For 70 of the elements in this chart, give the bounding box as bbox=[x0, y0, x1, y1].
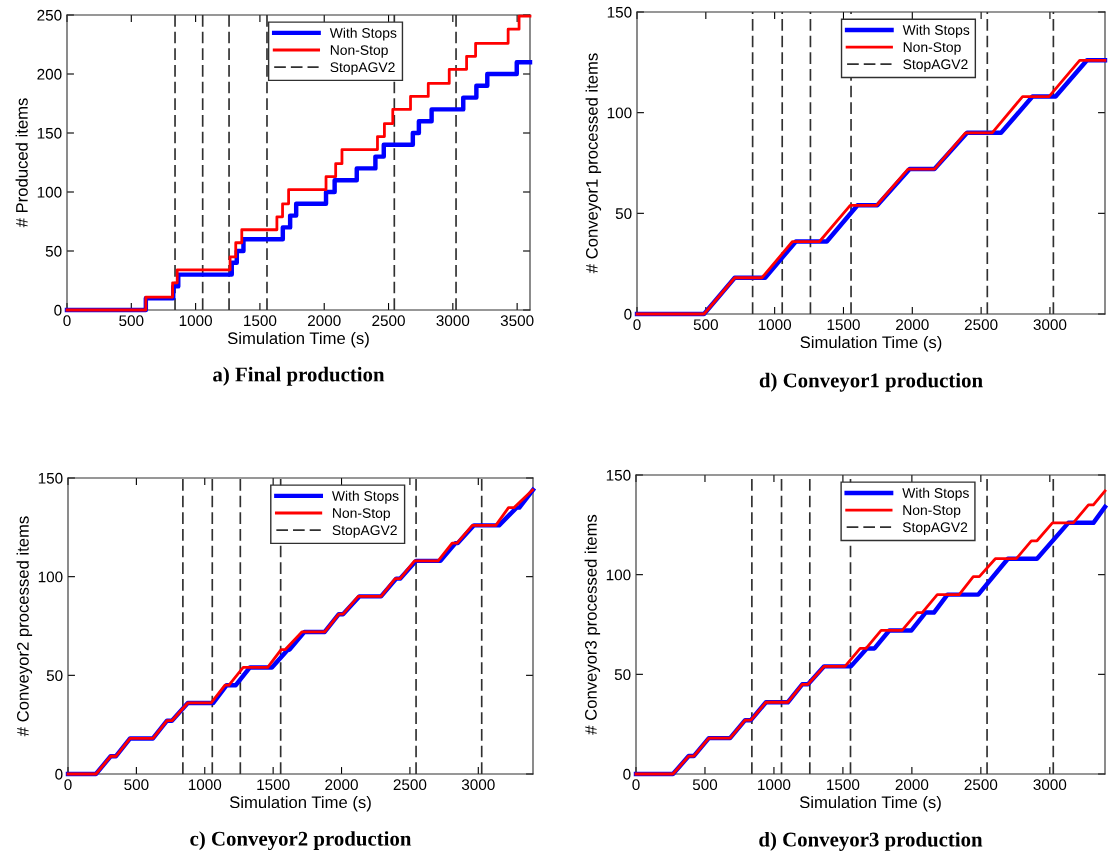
text: c) Conveyor2 production bbox=[190, 831, 412, 851]
x-axis-title: Simulation Time (s) bbox=[227, 331, 369, 348]
y-tick-label: 100 bbox=[607, 107, 632, 119]
text: a) Final production bbox=[213, 366, 385, 386]
x-tick-label: 2000 bbox=[308, 315, 341, 327]
x-tick-label: 500 bbox=[124, 779, 149, 791]
legend-label: StopAGV2 bbox=[903, 59, 968, 72]
y-tick-label: 0 bbox=[623, 768, 631, 780]
x-tick-label: 2500 bbox=[964, 779, 998, 791]
x-tick-label: 3500 bbox=[500, 315, 534, 327]
x-axis-title: Simulation Time (s) bbox=[229, 795, 371, 812]
legend-label: Non-Stop bbox=[903, 42, 961, 55]
x-tick-label: 500 bbox=[693, 319, 718, 331]
x-tick-label: 500 bbox=[692, 779, 718, 791]
text: d) Conveyor1 production bbox=[759, 372, 983, 392]
legend-label: StopAGV2 bbox=[330, 62, 395, 75]
x-tick-label: 3000 bbox=[1033, 319, 1067, 331]
x-tick-label: 0 bbox=[632, 779, 640, 791]
y-tick-label: 150 bbox=[37, 127, 62, 139]
legend-label: Non-Stop bbox=[903, 505, 961, 518]
x-tick-label: 2000 bbox=[895, 779, 929, 791]
y-tick-label: 50 bbox=[45, 245, 62, 257]
legend-label: Non-Stop bbox=[330, 45, 388, 58]
x-tick-label: 1000 bbox=[758, 319, 792, 331]
y-tick-label: 100 bbox=[37, 186, 62, 198]
y-axis-title: # Conveyor1 processed items bbox=[585, 53, 602, 274]
y-tick-label: 100 bbox=[606, 569, 631, 581]
y-tick-label: 150 bbox=[38, 472, 63, 484]
legend-label: With Stops bbox=[331, 490, 399, 504]
x-tick-label: 2500 bbox=[372, 315, 405, 327]
x-tick-label: 1500 bbox=[827, 319, 860, 331]
y-tick-label: 0 bbox=[55, 768, 63, 780]
x-tick-label: 1000 bbox=[179, 315, 213, 327]
x-tick-label: 2000 bbox=[325, 779, 358, 791]
y-tick-label: 100 bbox=[38, 571, 63, 583]
x-tick-label: 2000 bbox=[896, 319, 929, 331]
x-tick-label: 1500 bbox=[244, 315, 277, 327]
x-axis-title: Simulation Time (s) bbox=[800, 335, 942, 352]
x-axis-title: Simulation Time (s) bbox=[799, 795, 941, 812]
x-tick-label: 0 bbox=[63, 315, 71, 327]
y-axis-title: # Produced items bbox=[15, 98, 28, 228]
legend-label: Non-Stop bbox=[333, 508, 390, 521]
y-tick-label: 50 bbox=[46, 670, 63, 682]
y-tick-label: 150 bbox=[606, 469, 631, 481]
y-axis-title: # Conveyor3 processed items bbox=[584, 514, 601, 735]
y-tick-label: 250 bbox=[37, 9, 62, 21]
legend-label: With Stops bbox=[902, 487, 969, 501]
legend-label: StopAGV2 bbox=[902, 522, 968, 535]
x-tick-label: 500 bbox=[119, 315, 144, 327]
x-tick-label: 2500 bbox=[964, 319, 998, 331]
x-tick-label: 1500 bbox=[827, 779, 860, 791]
x-tick-label: 0 bbox=[633, 319, 641, 331]
legend-label: With Stops bbox=[902, 24, 970, 38]
y-tick-label: 150 bbox=[607, 6, 632, 18]
legend-label: StopAGV2 bbox=[332, 525, 397, 538]
y-axis-title: # Conveyor2 processed items bbox=[16, 516, 33, 737]
y-tick-label: 50 bbox=[614, 669, 631, 681]
x-tick-label: 1000 bbox=[188, 779, 222, 791]
x-tick-label: 3000 bbox=[436, 315, 470, 327]
y-tick-label: 200 bbox=[37, 68, 62, 80]
x-tick-label: 1500 bbox=[257, 779, 290, 791]
x-tick-label: 3000 bbox=[461, 779, 495, 791]
legend-label: With Stops bbox=[329, 27, 397, 41]
y-tick-label: 0 bbox=[54, 304, 62, 316]
x-tick-label: 3000 bbox=[1033, 779, 1067, 791]
x-tick-label: 2500 bbox=[393, 779, 427, 791]
text: d) Conveyor3 production bbox=[759, 831, 983, 851]
x-tick-label: 1000 bbox=[758, 779, 791, 791]
y-tick-label: 50 bbox=[615, 208, 632, 220]
x-tick-label: 0 bbox=[64, 779, 72, 791]
